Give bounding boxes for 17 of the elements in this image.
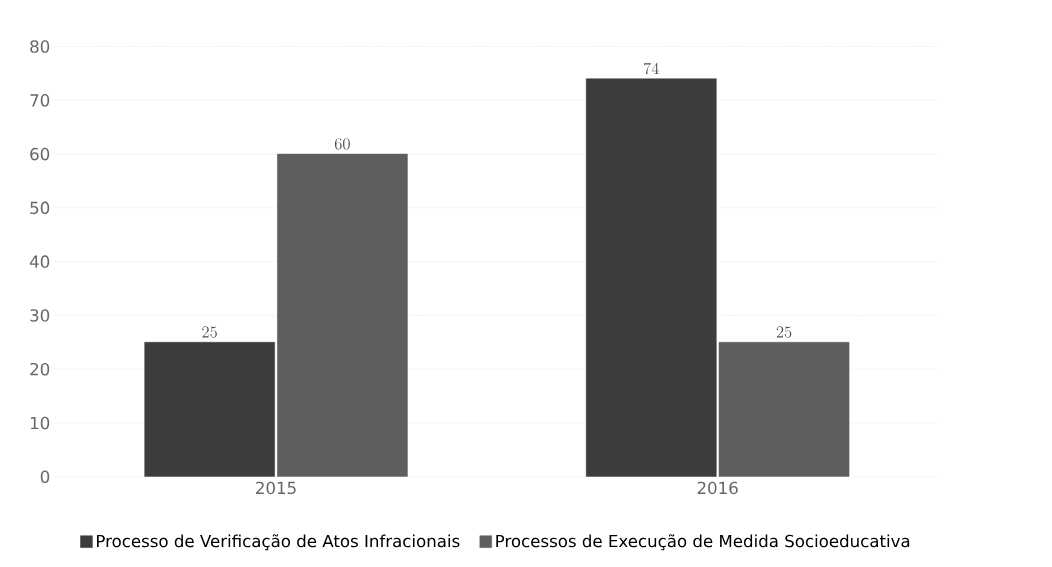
legend-label: Processos de Execução de Medida Socioeducativa (496, 534, 910, 551)
y-tick-label: 60 (30, 147, 50, 161)
data-label: 60 (334, 137, 350, 150)
x-tick-label: 2016 (697, 481, 738, 495)
data-label: 74 (644, 62, 659, 75)
data-label: 25 (202, 326, 217, 338)
y-tick-label: 20 (30, 362, 50, 376)
y-tick-label: 50 (30, 201, 50, 214)
y-tick-label: 80 (30, 40, 50, 53)
y-tick-label: 70 (30, 93, 50, 107)
y-tick-label: 0 (40, 470, 50, 483)
y-tick-label: 30 (30, 308, 50, 322)
y-tick-label: 40 (29, 255, 50, 268)
y-tick-label: 10 (30, 416, 50, 430)
x-tick-label: 2015 (256, 481, 296, 495)
data-label: 25 (776, 326, 792, 338)
legend-label: Processo de Verificação de Atos Infracionais (97, 534, 460, 551)
